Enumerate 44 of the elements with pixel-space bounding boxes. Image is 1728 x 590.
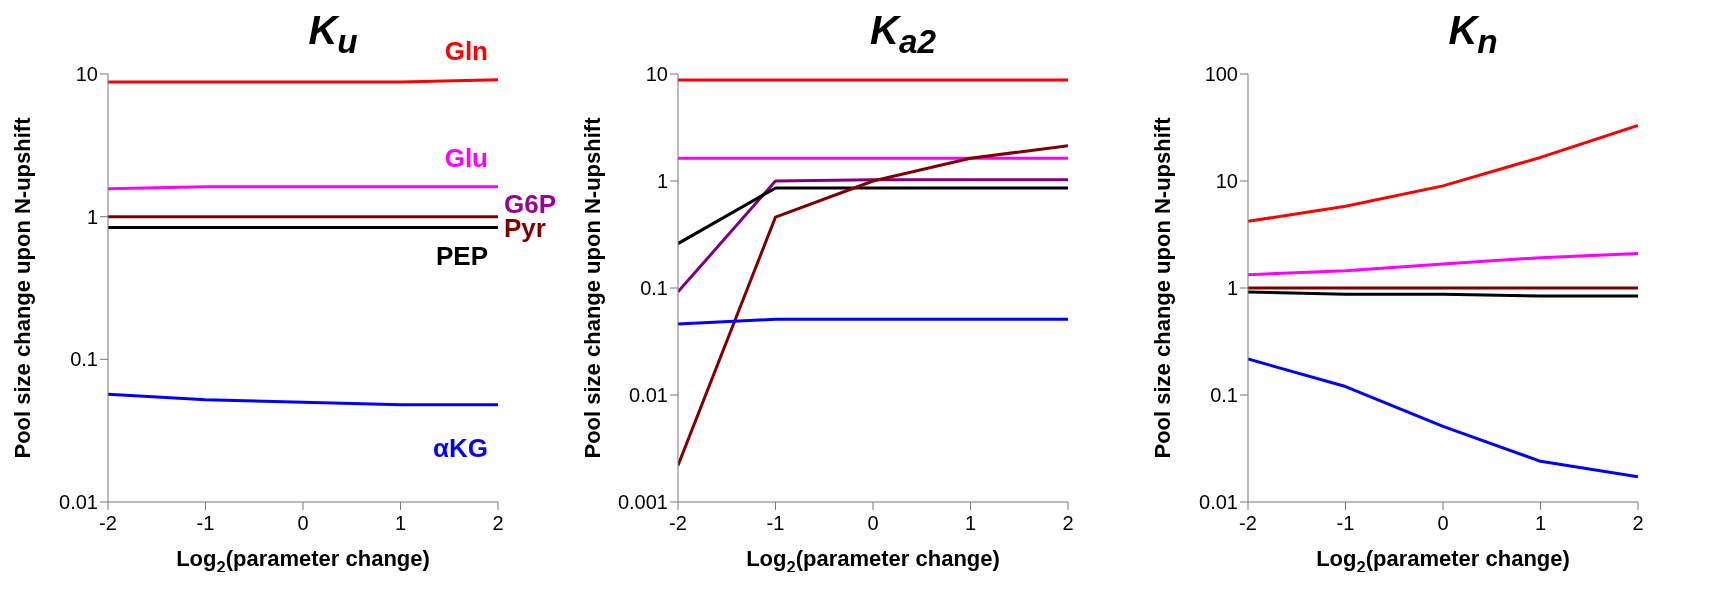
y-tick-label: 0.01 (59, 491, 98, 514)
y-tick-label: 0.1 (1210, 384, 1238, 407)
y-tick-label: 0.01 (1199, 491, 1238, 514)
y-tick-label: 1 (86, 205, 98, 228)
x-tick-label: -2 (669, 512, 687, 535)
x-tick-label: -1 (766, 512, 785, 535)
line-series (1248, 124, 1638, 223)
y-axis-title: Pool size change upon N-upshift (10, 116, 35, 459)
y-tick-label: 0.001 (617, 491, 668, 514)
series-label: αKG (433, 432, 488, 464)
chart-title: K$_{a2}$ (870, 8, 936, 60)
y-tick-label: 1 (1226, 277, 1238, 300)
x-tick-label: 2 (1062, 512, 1074, 535)
series-label: Glu (444, 142, 488, 174)
y-tick-label: 1 (656, 170, 668, 193)
series-label: Gln (444, 35, 488, 67)
series-label: PEP (435, 241, 488, 273)
x-tick-label: 2 (492, 512, 504, 535)
x-tick-label: 0 (297, 512, 309, 535)
y-tick-label: 10 (75, 63, 98, 86)
line-series (108, 392, 498, 407)
x-tick-label: -2 (1239, 512, 1257, 535)
y-tick-label: 10 (645, 63, 668, 86)
y-tick-label: 0.1 (640, 277, 668, 300)
line-series (1248, 252, 1638, 277)
line-series (1248, 357, 1638, 479)
y-tick-label: 0.1 (70, 348, 98, 371)
y-axis-title: Pool size change upon N-upshift (1150, 116, 1175, 459)
y-tick-label: 100 (1204, 63, 1238, 86)
x-tick-label: -1 (196, 512, 215, 535)
line-series (678, 144, 1068, 467)
x-tick-label: 1 (964, 512, 977, 535)
x-tick-label: 2 (1632, 512, 1644, 535)
y-tick-label: 0.01 (629, 384, 668, 407)
x-tick-label: 1 (394, 512, 407, 535)
y-axis-title: Pool size change upon N-upshift (580, 116, 605, 459)
y-tick-label: 10 (1215, 170, 1238, 193)
x-tick-label: -2 (99, 512, 117, 535)
x-tick-label: 0 (867, 512, 879, 535)
x-tick-label: -1 (1336, 512, 1355, 535)
chart-title: K$_{n}$ (1448, 8, 1498, 60)
chart-title: K$_{u}$ (308, 8, 358, 60)
x-tick-label: 0 (1437, 512, 1449, 535)
x-tick-label: 1 (1534, 512, 1547, 535)
